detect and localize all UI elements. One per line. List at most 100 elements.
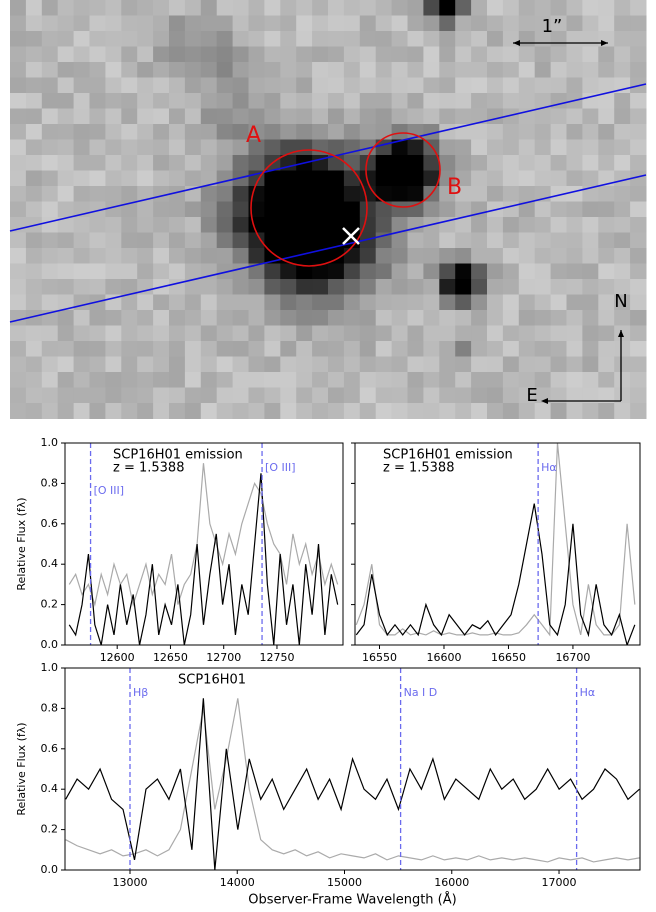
annotation: SCP16H01 emission — [113, 448, 243, 463]
pixel — [184, 372, 202, 388]
pixel — [312, 232, 329, 249]
pixel — [184, 0, 202, 16]
pixel — [518, 15, 536, 32]
pixel — [41, 403, 59, 419]
pixel — [10, 325, 27, 342]
pixel — [105, 279, 122, 295]
pixel — [359, 232, 377, 249]
pixel — [10, 46, 27, 63]
pixel — [343, 403, 361, 419]
pixel — [184, 217, 202, 233]
pixel — [407, 263, 424, 280]
pixel — [439, 201, 456, 218]
pixel — [312, 310, 329, 326]
pixel — [471, 279, 488, 295]
pixel — [232, 124, 249, 140]
x-tick-label: 13000 — [112, 876, 147, 889]
x-tick-label: 12700 — [206, 651, 241, 664]
pixel — [455, 93, 472, 109]
pixel — [264, 263, 281, 280]
pixel — [359, 155, 377, 171]
pixel — [582, 403, 599, 419]
pixel — [89, 217, 106, 233]
pixel — [216, 155, 234, 171]
pixel — [471, 0, 488, 16]
pixel — [550, 217, 567, 233]
pixel — [359, 263, 377, 280]
pixel — [359, 46, 377, 63]
pixel — [248, 248, 265, 264]
pixel — [105, 0, 122, 16]
pixel — [184, 170, 202, 187]
pixel — [391, 62, 408, 78]
pixel — [582, 31, 599, 47]
pixel — [57, 232, 75, 249]
pixel — [105, 341, 122, 357]
pixel — [359, 170, 377, 187]
x-tick-label: 16650 — [491, 651, 526, 664]
pixel — [137, 387, 154, 404]
pixel — [359, 31, 377, 47]
pixel — [25, 15, 43, 32]
pixel — [312, 403, 329, 419]
pixel — [216, 31, 234, 47]
pixel — [518, 124, 536, 140]
pixel — [455, 31, 472, 47]
pixel — [25, 186, 43, 202]
pixel — [121, 387, 138, 404]
y-tick-label: 0.4 — [41, 782, 59, 795]
pixel — [471, 232, 488, 249]
pixel — [598, 341, 615, 357]
pixel — [375, 62, 393, 78]
pixel — [439, 217, 456, 233]
pixel — [391, 77, 408, 94]
pixel — [280, 31, 297, 47]
pixel — [328, 139, 345, 156]
pixel — [359, 372, 377, 388]
pixel — [391, 93, 408, 109]
pixel — [630, 294, 647, 311]
pixel — [502, 232, 520, 249]
pixel — [184, 325, 202, 342]
pixel — [41, 62, 59, 78]
pixel — [296, 15, 313, 32]
pixel — [137, 15, 154, 32]
pixel — [614, 139, 631, 156]
pixel — [407, 155, 424, 171]
pixel — [502, 77, 520, 94]
pixel — [200, 170, 218, 187]
pixel — [566, 232, 583, 249]
pixel — [487, 170, 504, 187]
pixel — [502, 46, 520, 63]
pixel — [550, 0, 567, 16]
pixel — [359, 248, 377, 264]
pixel — [184, 124, 202, 140]
pixel — [502, 325, 520, 342]
pixel — [423, 341, 440, 357]
pixel — [343, 248, 361, 264]
pixel — [296, 387, 313, 404]
pixel — [343, 372, 361, 388]
pixel — [328, 403, 345, 419]
pixel — [328, 356, 345, 373]
pixel — [10, 341, 27, 357]
pixel — [439, 15, 456, 32]
pixel — [153, 372, 170, 388]
pixel — [439, 62, 456, 78]
pixel — [439, 170, 456, 187]
pixel — [518, 186, 536, 202]
pixel — [550, 294, 567, 311]
pixel — [264, 170, 281, 187]
pixel — [216, 403, 234, 419]
pixel — [312, 186, 329, 202]
pixel — [280, 46, 297, 63]
pixel — [312, 0, 329, 16]
pixel — [471, 356, 488, 373]
pixel — [184, 93, 202, 109]
pixel — [89, 170, 106, 187]
pixel — [343, 341, 361, 357]
pixel — [248, 403, 265, 419]
pixel — [280, 15, 297, 32]
spectrum-line — [65, 698, 640, 863]
pixel — [534, 62, 552, 78]
